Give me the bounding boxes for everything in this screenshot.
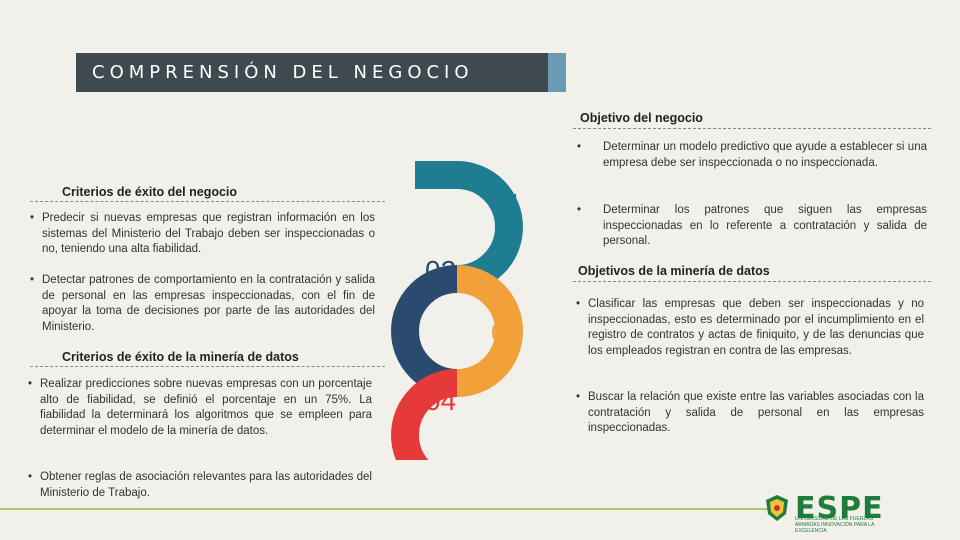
bullet-dot: •	[577, 204, 582, 216]
step-03-arc	[456, 265, 523, 397]
objetivo-negocio-heading: Objetivo del negocio	[580, 111, 703, 125]
bullet-dot: •	[30, 274, 35, 286]
steps-diagram: 01 02 03 04	[391, 161, 523, 460]
criterio-item-1-text: Predecir si nuevas empresas que registra…	[42, 212, 375, 255]
criterio-item-2: • Detectar patrones de comportamiento en…	[30, 273, 375, 335]
step-04-arc	[391, 369, 458, 460]
bullet-dot: •	[576, 391, 581, 403]
bullet-dot: •	[576, 298, 581, 310]
mineria-objetivo-item-1: • Clasificar las empresas que deben ser …	[576, 297, 924, 359]
objetivo-item-2: • Determinar los patrones que siguen las…	[577, 203, 927, 250]
page-title: COMPRENSIÓN DEL NEGOCIO	[92, 62, 474, 83]
divider	[573, 128, 931, 129]
bullet-dot: •	[28, 471, 33, 483]
criterio-mineria-item-1-text: Realizar predicciones sobre nuevas empre…	[40, 378, 372, 437]
step-02-arc	[391, 265, 458, 397]
criterio-mineria-item-1: • Realizar predicciones sobre nuevas emp…	[28, 377, 372, 439]
step-03-label: 03	[491, 317, 522, 348]
espe-logo-text: ESPE	[795, 491, 884, 526]
criterios-mineria-heading: Criterios de éxito de la minería de dato…	[62, 350, 299, 364]
objetivo-item-1: • Determinar un modelo predictivo que ay…	[577, 140, 927, 171]
bottom-accent-line	[0, 508, 780, 510]
step-01-label: 01	[491, 188, 522, 219]
criterio-mineria-item-2-text: Obtener reglas de asociación relevantes …	[40, 471, 372, 499]
criterios-negocio-heading: Criterios de éxito del negocio	[62, 185, 238, 199]
bullet-dot: •	[577, 141, 582, 153]
espe-logo-subtitle: UNIVERSIDAD DE LAS FUERZAS ARMADAS INNOV…	[795, 516, 875, 534]
divider	[30, 201, 385, 202]
mineria-objetivo-item-2-text: Buscar la relación que existe entre las …	[588, 391, 924, 434]
bullet-dot: •	[30, 212, 35, 224]
bullet-dot: •	[28, 378, 33, 390]
criterio-item-1: • Predecir si nuevas empresas que regist…	[30, 211, 375, 258]
criterio-mineria-item-2: • Obtener reglas de asociación relevante…	[28, 470, 372, 501]
mineria-objetivo-item-1-text: Clasificar las empresas que deben ser in…	[588, 298, 924, 357]
objetivo-item-2-text: Determinar los patrones que siguen las e…	[603, 204, 927, 247]
divider	[573, 281, 931, 282]
divider	[30, 366, 385, 367]
criterio-item-2-text: Detectar patrones de comportamiento en l…	[42, 274, 375, 333]
step-02-label: 02	[425, 255, 456, 286]
mineria-objetivo-item-2: • Buscar la relación que existe entre la…	[576, 390, 924, 437]
title-bar: COMPRENSIÓN DEL NEGOCIO	[76, 53, 566, 92]
espe-seal-icon	[766, 495, 788, 521]
step-04-label: 04	[425, 385, 456, 416]
objetivos-mineria-heading: Objetivos de la minería de datos	[578, 264, 770, 278]
objetivo-item-1-text: Determinar un modelo predictivo que ayud…	[603, 141, 927, 169]
